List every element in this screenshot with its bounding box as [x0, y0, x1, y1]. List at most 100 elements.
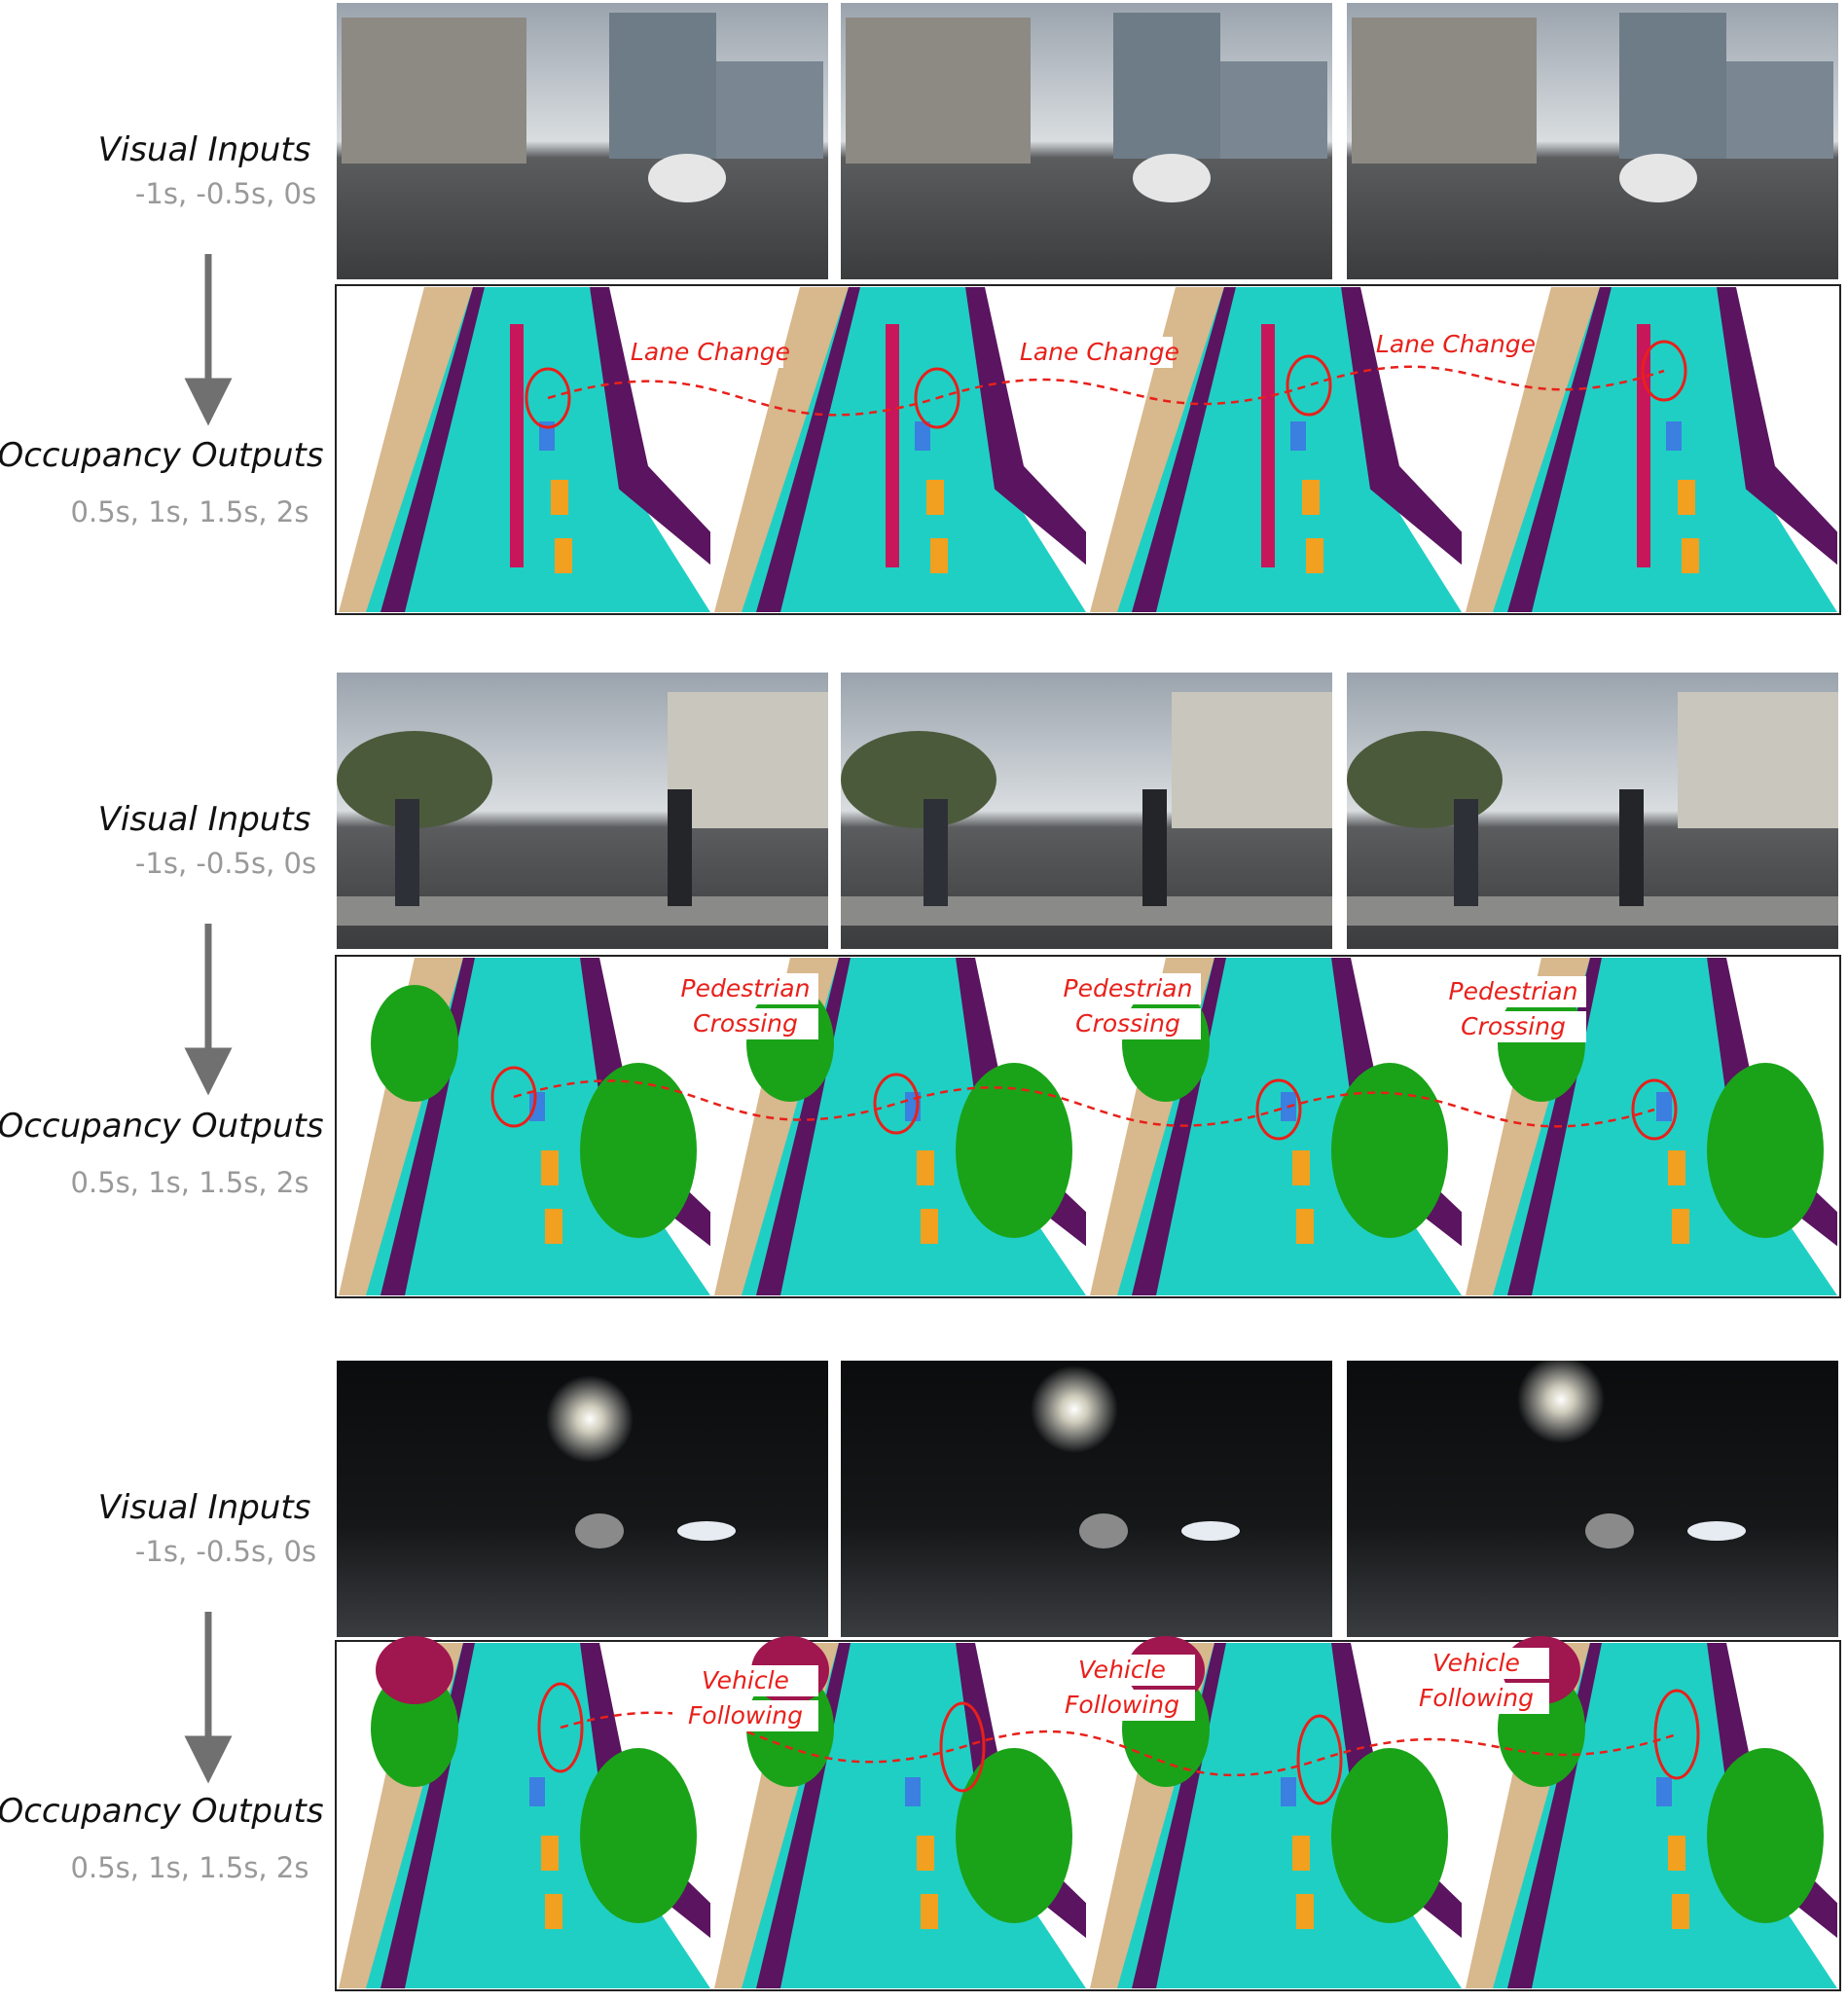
vegetation [956, 1063, 1072, 1238]
occupancy-view [1090, 958, 1462, 1295]
highlight [1641, 340, 1687, 402]
highlight [873, 1073, 920, 1135]
pedestrian [668, 789, 692, 906]
car [1619, 154, 1697, 202]
headlight [677, 1521, 736, 1541]
crosswalk [841, 896, 1332, 926]
annotation-bg [1049, 1655, 1195, 1686]
highlight [1286, 354, 1332, 417]
highlight [1296, 1714, 1343, 1805]
sidewalk [1707, 1643, 1837, 1939]
car [905, 1777, 921, 1806]
annotation-bg [1055, 1008, 1201, 1039]
annotation: Following [688, 1701, 803, 1730]
car [575, 1513, 624, 1548]
street-light [546, 1375, 634, 1463]
car [917, 1150, 934, 1185]
building [609, 13, 716, 159]
vegetation [371, 985, 458, 1102]
sidewalk [1507, 287, 1612, 612]
annotation: Pedestrian [1064, 974, 1193, 1002]
annotation-bg [672, 1700, 818, 1731]
car [1656, 1777, 1672, 1806]
pedestrian [1142, 789, 1167, 906]
car [915, 421, 930, 451]
car [1079, 1513, 1128, 1548]
camera-image [337, 3, 828, 279]
annotation-bg [672, 973, 818, 1004]
annotation: Following [1065, 1691, 1179, 1719]
headlight [1687, 1521, 1746, 1541]
vegetation [1331, 1748, 1448, 1923]
annotation: Vehicle [1432, 1649, 1520, 1677]
input-time: -1s, -0.5s, 0s [135, 847, 316, 880]
building [1678, 692, 1838, 828]
camera-image [841, 673, 1332, 949]
vegetation [1707, 1063, 1824, 1238]
annotation-bg [1055, 973, 1201, 1004]
highlight [537, 1682, 584, 1773]
car [917, 1836, 934, 1871]
pedestrian [1454, 799, 1478, 906]
occupancy-view [339, 287, 710, 612]
terrain [1466, 287, 1600, 612]
annotation-bg [1027, 337, 1173, 368]
sidewalk [590, 287, 710, 565]
highlight [525, 367, 571, 429]
occupancy-view [714, 287, 1086, 612]
output-label: Occupancy Outputs [0, 1107, 324, 1146]
building [1619, 13, 1726, 159]
camera-image [337, 673, 828, 949]
input-time: -1s, -0.5s, 0s [135, 1535, 316, 1568]
sidewalk [956, 1643, 1086, 1939]
occupancy-view [339, 1636, 710, 1988]
headlight [1181, 1521, 1240, 1541]
building [716, 61, 823, 159]
sidewalk [1717, 287, 1837, 565]
sidewalk [580, 958, 710, 1247]
annotation-bg [1383, 329, 1529, 360]
annotation: Lane Change [631, 338, 790, 366]
highlight [939, 1701, 986, 1793]
car [1666, 421, 1682, 451]
pedestrian [924, 799, 948, 906]
camera-image [337, 1361, 828, 1637]
annotation: Pedestrian [1449, 977, 1578, 1005]
car [1281, 1777, 1296, 1806]
car [539, 421, 555, 451]
highlight [914, 367, 960, 429]
median [1261, 324, 1275, 567]
car [1302, 480, 1320, 515]
annotation: Crossing [1075, 1009, 1180, 1038]
camera-image [1347, 1356, 1838, 1637]
annotation: Lane Change [1376, 330, 1536, 358]
sidewalk [580, 1643, 710, 1939]
pedestrian [395, 799, 419, 906]
car [1292, 1836, 1310, 1871]
occupancy-view [1090, 287, 1462, 612]
median [1637, 324, 1650, 567]
input-label: Visual Inputs [98, 800, 311, 839]
vegetation [580, 1748, 697, 1923]
car [1672, 1894, 1689, 1929]
sidewalk [756, 287, 860, 612]
sidewalk [1707, 958, 1837, 1247]
tree [337, 731, 492, 828]
sidewalk [965, 287, 1086, 565]
car [1585, 1513, 1634, 1548]
car [1296, 1894, 1314, 1929]
input-label: Visual Inputs [98, 130, 311, 169]
building [1726, 61, 1833, 159]
annotation: Crossing [693, 1009, 798, 1038]
building [1113, 13, 1220, 159]
building [1220, 61, 1327, 159]
car [529, 1092, 545, 1121]
output-label: Occupancy Outputs [0, 1792, 324, 1831]
car [529, 1777, 545, 1806]
building [668, 692, 828, 828]
annotation-bg [1049, 1690, 1195, 1721]
annotation-bg [1403, 1683, 1549, 1714]
building [1352, 18, 1537, 164]
annotation: Crossing [1461, 1012, 1566, 1040]
